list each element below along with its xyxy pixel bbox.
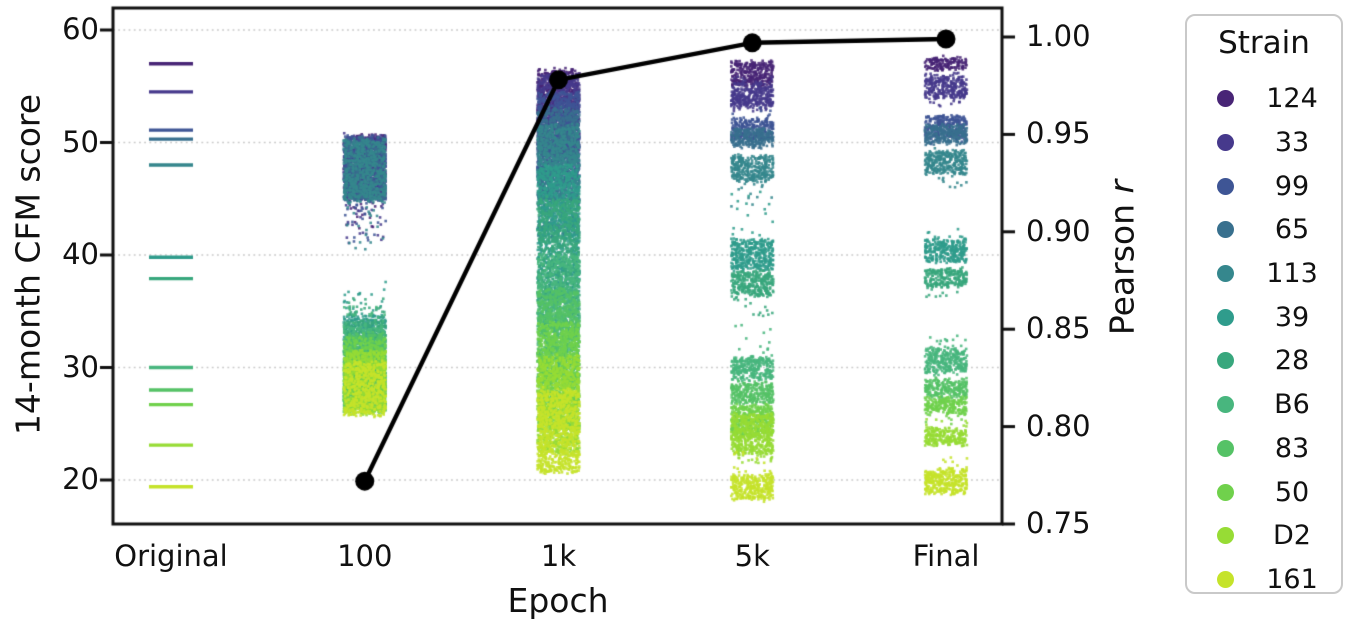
right-tick-label: 1.00 [1026, 19, 1091, 53]
right-axis-label: Pearson r [1103, 0, 1142, 578]
right-tick-label: 0.75 [1026, 506, 1091, 540]
legend-item: 83 [1187, 427, 1341, 471]
right-tick-label: 0.85 [1026, 311, 1091, 346]
legend-swatch-icon [1217, 221, 1234, 239]
legend-item: 33 [1187, 121, 1341, 165]
left-tick-label: 20 [62, 462, 99, 496]
legend-label: 33 [1274, 127, 1310, 159]
legend-item: D2 [1187, 514, 1341, 558]
right-axis-label-word: Pearson [1102, 203, 1142, 336]
legend-swatch-icon [1217, 570, 1234, 588]
x-tick-label: 1k [540, 539, 577, 573]
legend-label: 28 [1274, 345, 1310, 377]
right-tick-label: 0.95 [1026, 116, 1091, 151]
legend-item: 99 [1187, 164, 1341, 208]
legend-label: 113 [1266, 258, 1318, 290]
legend-label: 161 [1266, 563, 1318, 595]
right-axis-label-symbol: r [1102, 179, 1142, 194]
left-tick-label: 60 [62, 12, 99, 46]
legend-items: 124 33 99 65 113 39 28 B6 83 50 D2 161 [1187, 77, 1341, 601]
legend-title: Strain [1218, 25, 1310, 61]
legend-swatch-icon [1217, 483, 1234, 501]
x-tick-label: 5k [734, 539, 770, 573]
right-tick-label: 0.80 [1026, 408, 1091, 443]
legend-swatch-icon [1217, 352, 1234, 370]
legend-item: 113 [1187, 252, 1341, 296]
legend-item: 50 [1187, 470, 1341, 514]
x-tick-label: Final [912, 539, 980, 573]
legend-label: D2 [1273, 520, 1311, 552]
x-tick-label: 100 [337, 539, 393, 573]
legend-item: 28 [1187, 339, 1341, 383]
legend-item: 65 [1187, 208, 1341, 252]
legend-label: 39 [1274, 301, 1310, 333]
legend: Strain 124 33 99 65 113 39 28 B6 83 50 D2 161 [1185, 14, 1343, 595]
legend-label: 83 [1274, 432, 1310, 464]
legend-item: 124 [1187, 77, 1341, 121]
legend-label: 50 [1274, 476, 1310, 508]
legend-swatch-icon [1217, 134, 1234, 152]
legend-label: 99 [1274, 170, 1310, 202]
legend-label: B6 [1274, 389, 1310, 421]
x-tick-label: Original [114, 539, 228, 573]
left-tick-label: 50 [62, 124, 99, 159]
legend-swatch-icon [1217, 90, 1234, 108]
x-axis-label: Epoch [507, 581, 609, 620]
legend-label: 65 [1274, 214, 1310, 246]
legend-item: 161 [1187, 558, 1341, 602]
left-tick-label: 30 [62, 349, 99, 384]
legend-label: 124 [1266, 83, 1318, 115]
right-tick-label: 0.90 [1026, 213, 1091, 248]
legend-item: 39 [1187, 295, 1341, 339]
left-tick-label: 40 [62, 237, 99, 271]
legend-swatch-icon [1217, 396, 1234, 414]
legend-swatch-icon [1217, 308, 1234, 326]
legend-swatch-icon [1217, 527, 1234, 545]
legend-swatch-icon [1217, 439, 1234, 457]
legend-swatch-icon [1217, 265, 1234, 283]
legend-item: B6 [1187, 383, 1341, 427]
left-axis-label: 14-month CFM score [8, 93, 48, 436]
legend-swatch-icon [1217, 177, 1234, 195]
